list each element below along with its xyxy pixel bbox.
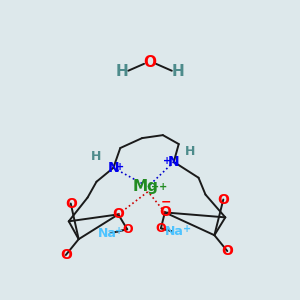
Text: H: H: [116, 64, 129, 79]
Text: O: O: [218, 193, 229, 206]
Text: +: +: [116, 162, 124, 172]
Text: ++: ++: [151, 182, 167, 192]
Text: N: N: [107, 161, 119, 175]
Text: −: −: [160, 195, 171, 208]
Text: H: H: [171, 64, 184, 79]
Text: O: O: [60, 248, 72, 262]
Text: +: +: [183, 224, 191, 234]
Text: O: O: [65, 196, 77, 211]
Text: Na: Na: [98, 227, 117, 240]
Text: O: O: [156, 222, 166, 235]
Text: Mg: Mg: [133, 179, 159, 194]
Text: O: O: [159, 206, 171, 219]
Text: H: H: [91, 150, 102, 164]
Text: O: O: [122, 223, 133, 236]
Text: Na: Na: [165, 225, 184, 238]
Text: O: O: [143, 55, 157, 70]
Text: N: N: [168, 155, 180, 169]
Text: O: O: [221, 244, 233, 258]
Text: +: +: [115, 226, 123, 236]
Text: +: +: [163, 156, 171, 166]
Text: O: O: [112, 207, 124, 221]
Text: H: H: [184, 146, 195, 158]
